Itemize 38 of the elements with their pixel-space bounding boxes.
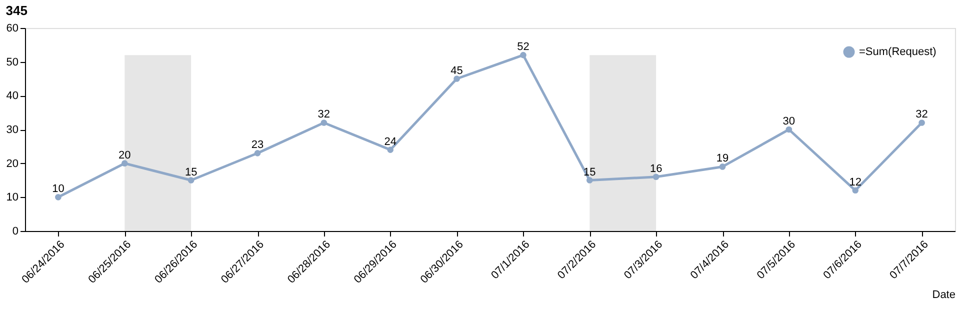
- y-tick-label: 20: [6, 158, 18, 170]
- y-tick-label: 50: [6, 56, 18, 68]
- data-label: 16: [650, 162, 662, 175]
- data-label: 15: [584, 166, 596, 178]
- legend-label: =Sum(Request): [859, 46, 936, 58]
- point: [918, 120, 925, 126]
- point: [55, 194, 62, 200]
- point: [121, 160, 128, 166]
- point: [586, 177, 593, 184]
- point: [320, 120, 328, 126]
- point: [454, 76, 460, 82]
- point: [387, 146, 394, 153]
- point: [520, 52, 526, 58]
- data-label: 24: [384, 136, 396, 148]
- point: [719, 164, 726, 170]
- y-tick-label: 10: [6, 192, 18, 204]
- point: [652, 174, 660, 180]
- data-label: 32: [916, 108, 928, 121]
- y-tick-label: 40: [6, 90, 18, 102]
- point: [188, 177, 194, 184]
- data-label: 19: [716, 152, 729, 165]
- x-axis-title: Date: [932, 289, 956, 302]
- data-label: 23: [251, 139, 264, 152]
- data-label: 32: [318, 108, 330, 121]
- chart-title: 345: [6, 3, 28, 18]
- data-label: 10: [52, 183, 64, 196]
- y-tick-label: 60: [6, 22, 18, 34]
- data-label: 20: [118, 149, 131, 162]
- point: [786, 126, 792, 133]
- data-label: 15: [184, 166, 198, 178]
- data-label: 52: [517, 41, 530, 54]
- y-tick-label: 0: [12, 226, 18, 238]
- data-label: 12: [849, 176, 862, 188]
- data-label: 30: [782, 116, 796, 128]
- point: [852, 187, 859, 194]
- y-tick-label: 30: [6, 124, 18, 136]
- data-label: 45: [450, 64, 463, 77]
- point: [254, 150, 261, 156]
